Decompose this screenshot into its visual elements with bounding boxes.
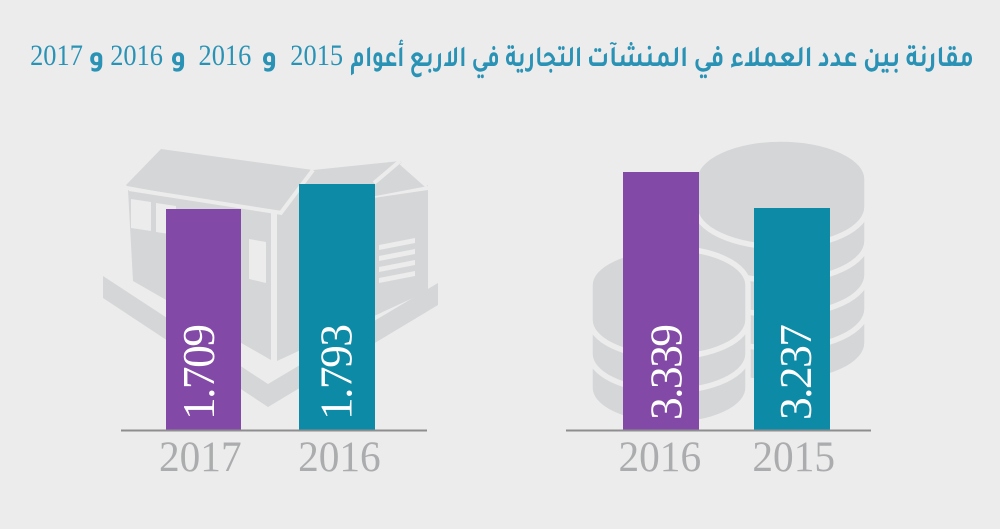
- svg-text:2016: 2016: [618, 433, 701, 481]
- svg-text:2015: 2015: [290, 40, 343, 73]
- svg-text:3.237: 3.237: [770, 325, 821, 420]
- svg-text:3.339: 3.339: [641, 326, 692, 420]
- svg-text:2016: 2016: [110, 40, 163, 73]
- svg-text:2017: 2017: [30, 40, 83, 73]
- svg-text:1.793: 1.793: [311, 326, 362, 420]
- svg-text:1.709: 1.709: [173, 326, 224, 420]
- svg-text:2016: 2016: [199, 40, 252, 73]
- svg-text:2017: 2017: [159, 433, 242, 481]
- svg-text:2016: 2016: [298, 433, 381, 481]
- svg-text:2015: 2015: [752, 433, 835, 481]
